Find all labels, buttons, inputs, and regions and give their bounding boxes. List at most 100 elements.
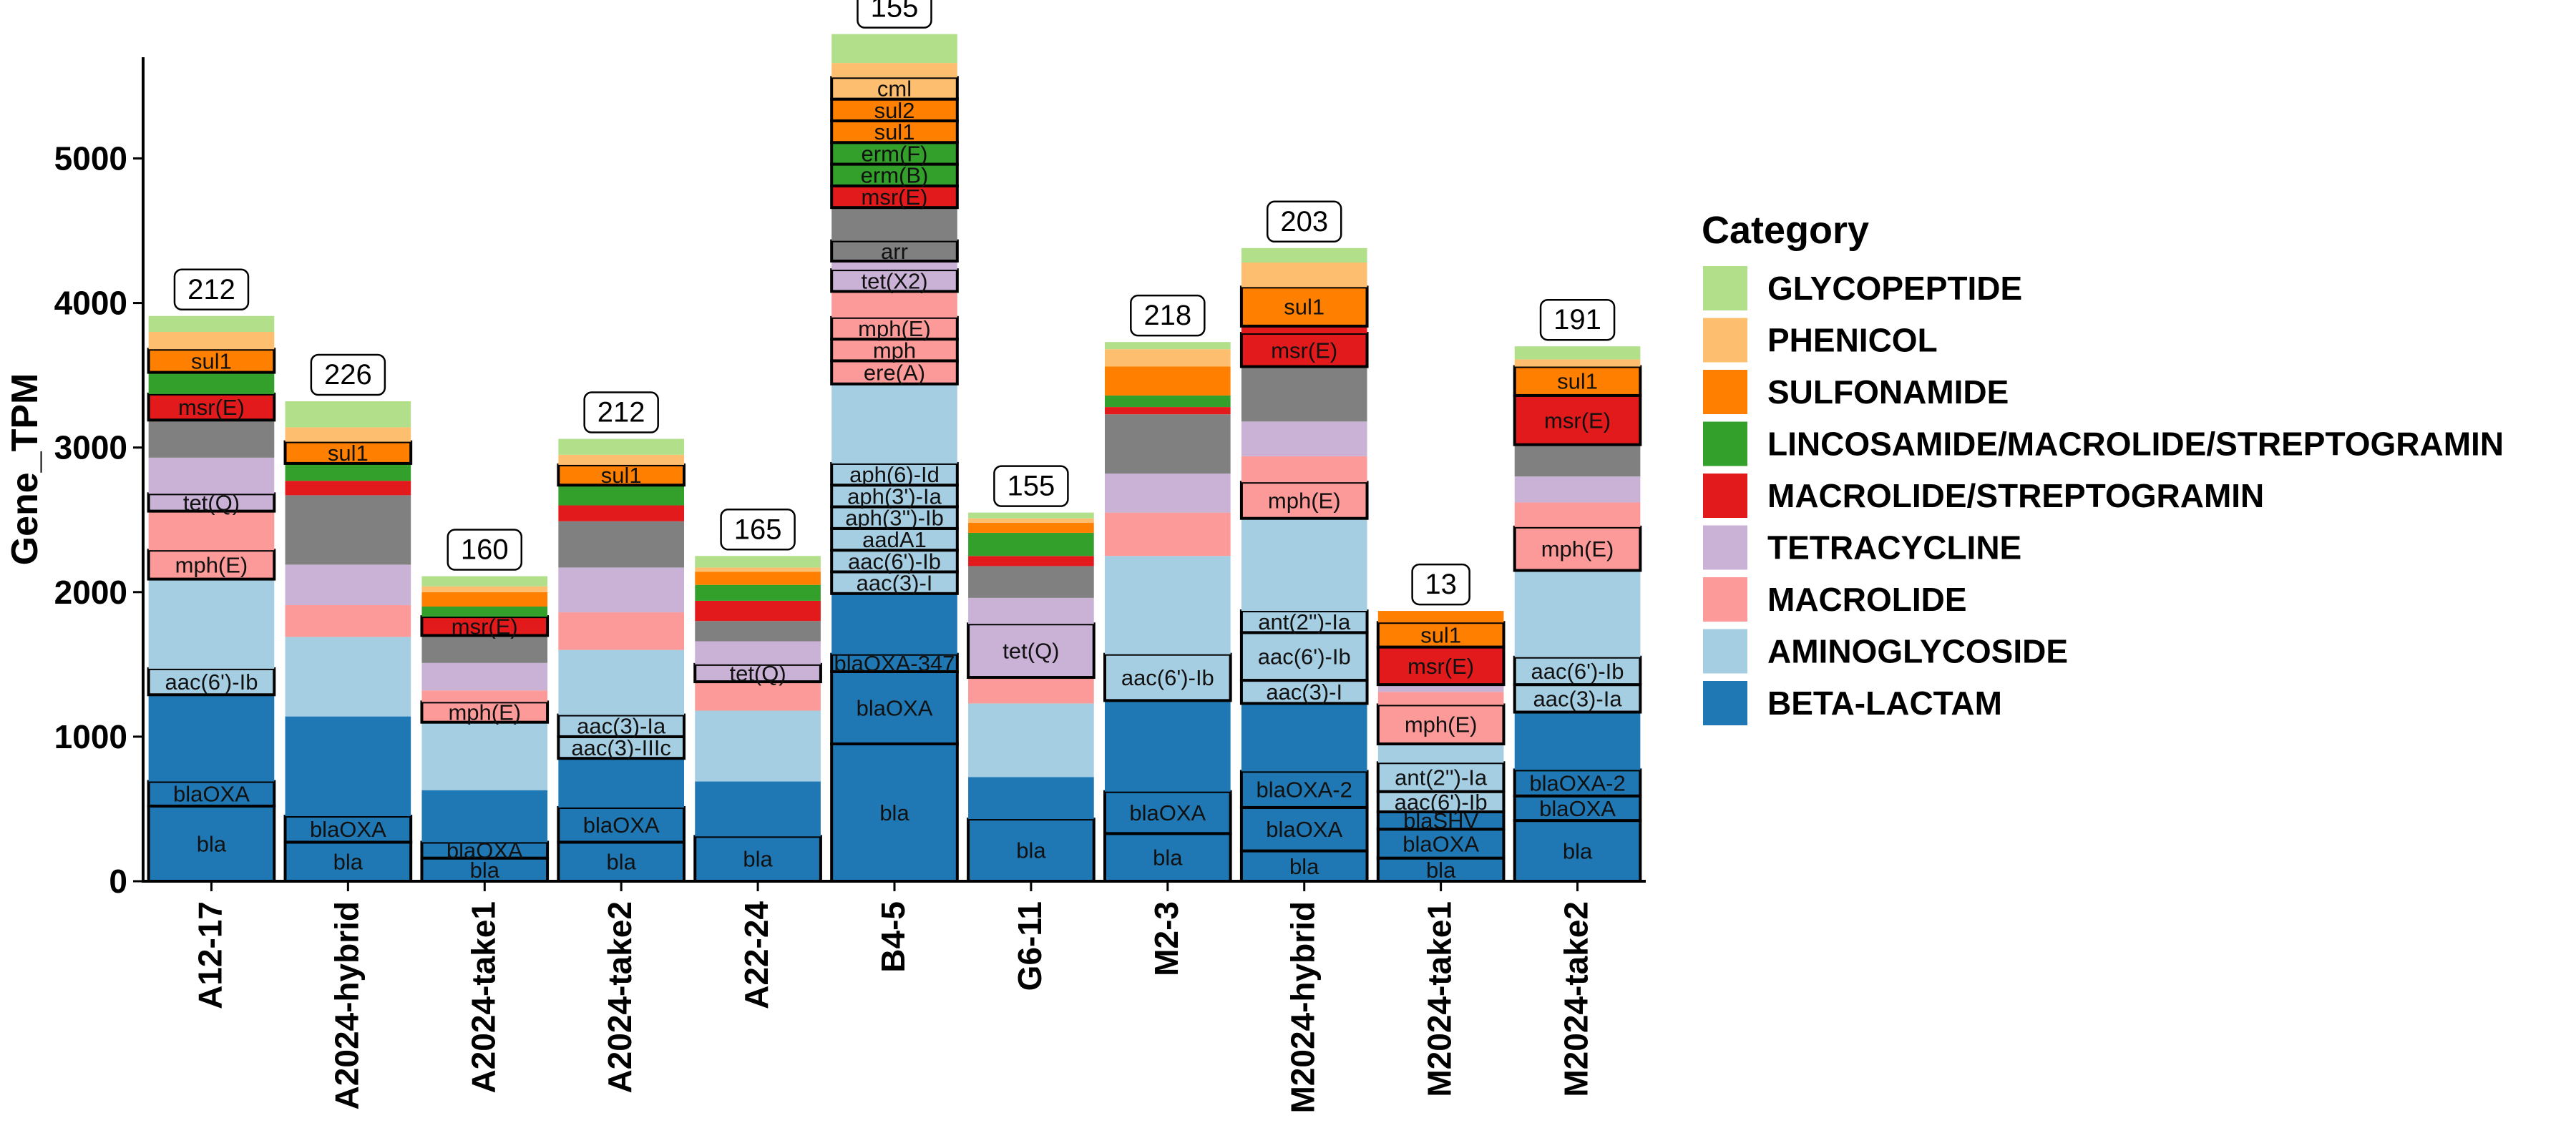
- bar-segment-macrolide-streptogramin: [1241, 325, 1367, 334]
- bar-segment-phenicol: [421, 586, 548, 592]
- bar-segment-aminoglycoside: [558, 649, 684, 715]
- legend-items: GLYCOPEPTIDE PHENICOL SULFONAMIDE LINCOSAMI…: [1703, 266, 2504, 725]
- total-label-box: [310, 353, 386, 396]
- segment-label: sul1: [874, 119, 915, 144]
- legend-label: MACROLIDE/STREPTOGRAMIN: [1767, 477, 2264, 514]
- bar-segment-phenicol: [285, 427, 411, 442]
- bar-segment-tetracycline: [830, 268, 959, 293]
- total-label-box: [720, 509, 796, 551]
- bar-segment-tetracycline: [421, 662, 548, 691]
- segment-label: bla: [197, 831, 227, 856]
- bar-segment-macrolide: [1513, 525, 1642, 572]
- segment-label: aac(6')-Ib: [1395, 790, 1488, 815]
- segment-label: sul1: [191, 348, 232, 373]
- segment-label: mph(E): [1405, 712, 1478, 737]
- bar-segment-aminoglycoside: [148, 579, 275, 669]
- bar-segment-phenicol: [831, 63, 957, 78]
- bar-segment-aminoglycoside: [147, 667, 276, 697]
- bar-segment-macrolide-streptogramin: [285, 481, 411, 496]
- y-tick-label: 0: [109, 863, 127, 900]
- bar-segment-macrolide: [968, 677, 1094, 704]
- segment-label: bla: [1426, 858, 1456, 883]
- bar-segment-other: [285, 495, 411, 565]
- segment-label: ant(2'')-Ia: [1395, 765, 1488, 790]
- segment-label: blaOXA: [1402, 831, 1479, 856]
- bar-segment-glycopeptide: [1514, 346, 1641, 360]
- bar-segment-aminoglycoside: [830, 526, 959, 552]
- bar-segment-phenicol: [1514, 359, 1641, 367]
- bar-stack-m2-3: bla blaOXA aac(6')-Ib 218: [1103, 294, 1232, 883]
- total-label-m2-3: 218: [1130, 294, 1206, 337]
- segment-label: sul1: [1284, 295, 1324, 320]
- segment-label: sul2: [874, 98, 915, 123]
- x-tick-label: A2024-hybrid: [328, 901, 365, 1109]
- legend-item-glycopeptide: GLYCOPEPTIDE: [1703, 266, 2022, 310]
- segment-label: aac(6')-Ib: [1531, 659, 1624, 684]
- bar-segment-beta-lactam: [1241, 703, 1367, 772]
- bar-segment-aminoglycoside: [831, 383, 957, 464]
- legend: Category GLYCOPEPTIDE PHENICOL SULFONAMIDE…: [1702, 209, 2504, 725]
- bar-segment-aminoglycoside: [1376, 790, 1506, 813]
- bar-segment-aminoglycoside: [1376, 761, 1506, 793]
- bar-segment-sulfonamide: [968, 522, 1094, 533]
- segment-label: mph: [873, 338, 916, 363]
- bar-segment-macrolide-streptogramin: [420, 615, 550, 637]
- total-label-m2024-take2: 191: [1539, 298, 1616, 341]
- segment-label: msr(E): [1544, 408, 1611, 433]
- x-tick-label: M2024-hybrid: [1284, 901, 1322, 1114]
- bar-segment-other: [831, 207, 957, 241]
- bar-segment-beta-lactam: [148, 695, 275, 782]
- total-label-box: [447, 529, 523, 571]
- segment-label: bla: [470, 858, 500, 883]
- total-label-box: [857, 0, 932, 29]
- bar-segment-other: [1514, 444, 1641, 477]
- bar-segment-macrolide-streptogramin: [147, 392, 276, 422]
- total-label-a22-24: 165: [720, 509, 796, 551]
- segment-label: msr(E): [1407, 654, 1474, 679]
- segment-label: aph(3')-Ia: [847, 484, 942, 509]
- bar-segment-sulfonamide: [1105, 366, 1231, 396]
- bar-segment-macrolide-streptogramin: [558, 505, 684, 521]
- bar-segment-sulfonamide: [1377, 611, 1504, 623]
- segment-label: bla: [1563, 839, 1593, 864]
- bar-segment-beta-lactam: [1514, 712, 1641, 770]
- segment-label: blaOXA: [1129, 800, 1206, 825]
- x-tick-label: A2024-take1: [464, 901, 502, 1094]
- y-tick-label: 3000: [54, 429, 127, 466]
- bar-segment-tetracycline: [1514, 476, 1641, 503]
- bar-segment-lincosamide-macrolide-streptogramin: [148, 372, 275, 394]
- bar-segment-aminoglycoside: [1239, 609, 1369, 634]
- segment-label: mph(E): [448, 700, 521, 725]
- segment-label: sul1: [601, 463, 642, 488]
- legend-item-beta-lactam: BETA-LACTAM: [1703, 681, 2002, 725]
- segment-label: blaOXA: [583, 813, 660, 838]
- bar-segment-beta-lactam: [147, 780, 276, 808]
- segment-label: bla: [743, 847, 773, 872]
- legend-swatch: [1703, 577, 1747, 622]
- bar-segment-aminoglycoside: [1105, 556, 1231, 654]
- bar-segment-macrolide: [1376, 703, 1506, 745]
- y-tick-label: 2000: [54, 574, 127, 611]
- bar-stack-b4-5: bla blaOXA blaOXA-347 aac(3)-Iaac(6')-Ibaad…: [830, 0, 959, 883]
- bar-segment-macrolide: [830, 338, 959, 363]
- x-tick-label: A12-17: [191, 901, 228, 1009]
- bar-segment-glycopeptide: [695, 556, 821, 568]
- legend-item-aminoglycoside: AMINOGLYCOSIDE: [1703, 629, 2068, 674]
- bar-segment-beta-lactam: [1103, 790, 1232, 835]
- bar-segment-macrolide: [1514, 502, 1641, 527]
- segment-label: bla: [333, 850, 364, 875]
- bar-segment-beta-lactam: [557, 805, 686, 844]
- bar-segment-beta-lactam: [147, 804, 276, 883]
- bar-segment-beta-lactam: [1513, 768, 1642, 798]
- legend-label: TETRACYCLINE: [1767, 529, 2021, 567]
- segment-label: aph(6)-Id: [849, 462, 940, 487]
- bar-segment-tetracycline: [1241, 421, 1367, 456]
- bar-segment-aminoglycoside: [695, 710, 821, 782]
- legend-swatch: [1703, 318, 1747, 363]
- bar-segment-sulfonamide: [695, 572, 821, 585]
- bar-segment-other: [421, 635, 548, 663]
- y-tick-label: 1000: [54, 718, 127, 755]
- legend-swatch: [1703, 266, 1747, 310]
- bar-segment-aminoglycoside: [285, 637, 411, 717]
